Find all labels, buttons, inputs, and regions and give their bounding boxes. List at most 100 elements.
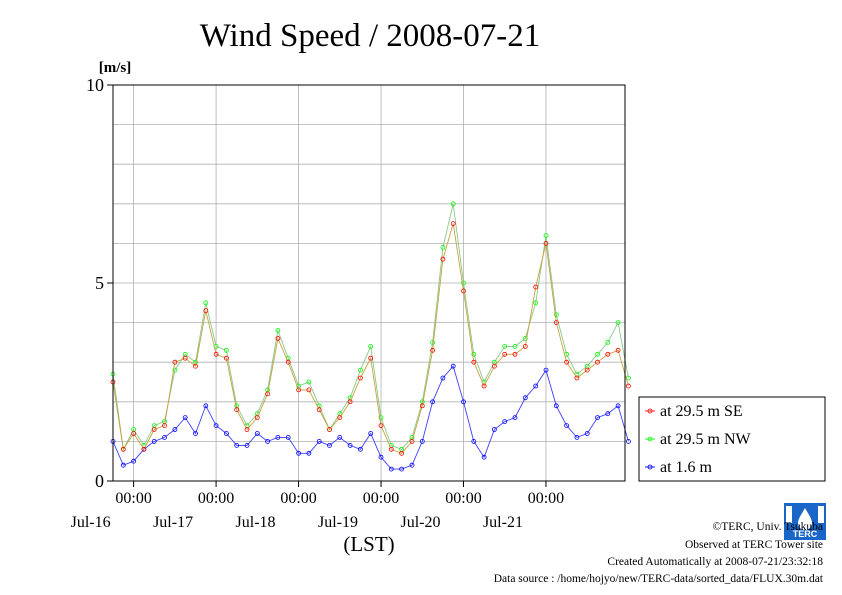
series-point <box>357 375 363 381</box>
y-axis-unit-label: [m/s] <box>99 60 132 76</box>
series-layer <box>110 201 631 472</box>
series-point <box>471 351 477 357</box>
series-point <box>522 395 528 401</box>
series-point <box>275 434 281 440</box>
series-point <box>151 427 157 432</box>
series-point <box>378 454 384 460</box>
series-point <box>533 300 539 306</box>
series-point <box>254 415 260 421</box>
series-point <box>615 320 621 326</box>
series-point <box>337 434 343 440</box>
series-point <box>347 399 353 405</box>
series-point <box>120 462 126 468</box>
series-point <box>203 300 209 306</box>
series-point <box>595 359 600 365</box>
series-point <box>450 363 456 369</box>
series-point <box>605 351 611 357</box>
series-point <box>481 383 487 389</box>
series-point <box>512 351 518 357</box>
series-point <box>553 320 559 326</box>
series-point <box>337 415 343 421</box>
series-point <box>327 442 332 448</box>
series-point <box>522 343 528 349</box>
legend-box <box>638 396 826 482</box>
series-point <box>553 312 559 318</box>
x-axis-ticks: 00:00Jul-1600:00Jul-1700:00Jul-1800:00Ju… <box>71 481 564 531</box>
series-point <box>368 431 374 436</box>
series-point <box>626 438 631 444</box>
y-axis-ticks: 0 5 10 <box>86 75 113 491</box>
series-point <box>234 407 240 413</box>
series-point <box>244 442 250 448</box>
series-point <box>553 403 559 409</box>
series-point <box>533 284 539 290</box>
series-point <box>378 415 384 421</box>
series-point <box>543 367 549 373</box>
series-point <box>296 450 302 456</box>
series-point <box>399 450 405 456</box>
series-point <box>502 351 508 357</box>
series-point <box>296 387 302 393</box>
series-point <box>430 339 436 345</box>
series-point <box>502 343 508 349</box>
series-point <box>564 359 569 365</box>
legend-label: at 29.5 m SE <box>660 403 743 420</box>
terc-logo: TERC <box>784 503 826 540</box>
x-tick-time-label: 00:00 <box>280 490 316 507</box>
series-point <box>543 233 549 238</box>
x-tick-time-label: 00:00 <box>528 490 564 507</box>
series-point <box>419 438 425 444</box>
series-point <box>388 446 394 452</box>
series-point <box>172 359 178 365</box>
footer-created: Created Automatically at 2008-07-21/23:3… <box>607 556 823 568</box>
series-point <box>285 359 291 365</box>
y-tick-label: 10 <box>86 75 104 95</box>
series-point <box>533 383 539 389</box>
x-tick-time-label: 00:00 <box>198 490 234 507</box>
series-point <box>162 423 167 429</box>
series-point <box>461 399 466 405</box>
series-point <box>316 438 322 444</box>
series-point <box>440 256 446 262</box>
series-point <box>388 466 394 472</box>
x-tick-date-label: Jul-18 <box>236 514 276 531</box>
series-point <box>471 438 477 444</box>
series-point <box>399 466 405 472</box>
series-point <box>306 387 312 393</box>
series-point <box>440 375 446 381</box>
legend-label: at 29.5 m NW <box>660 431 752 448</box>
x-tick-time-label: 00:00 <box>445 490 481 507</box>
series-point <box>193 363 198 369</box>
series-point <box>193 431 198 436</box>
series-point <box>203 308 209 314</box>
series-point <box>254 431 260 436</box>
series-point <box>502 419 508 425</box>
series-line <box>112 365 629 470</box>
logo-drop-icon <box>798 508 812 530</box>
series-point <box>265 438 271 444</box>
series-point <box>378 423 384 429</box>
series-point <box>564 423 569 429</box>
series-point <box>244 427 250 432</box>
legend-swatch-marker <box>647 464 653 470</box>
series-point <box>450 221 456 227</box>
series-point <box>182 355 188 361</box>
series-point <box>223 431 229 436</box>
series-point <box>223 355 229 361</box>
series-point <box>461 280 466 286</box>
x-axis-label: (LST) <box>343 532 394 556</box>
series-point <box>584 431 590 436</box>
series-point <box>275 328 281 333</box>
series-line <box>112 203 629 451</box>
chart-title: Wind Speed / 2008-07-21 <box>200 18 541 54</box>
series-point <box>306 450 312 456</box>
series-point <box>316 407 322 413</box>
series-point <box>368 355 374 361</box>
series-point <box>471 359 477 365</box>
y-tick-label: 0 <box>95 471 104 491</box>
series-point <box>162 434 167 440</box>
logo-tower-right <box>818 506 824 523</box>
footer-observed: Observed at TERC Tower site <box>684 539 823 551</box>
footer-copyright: ©TERC, Univ. Tsukuba <box>712 521 823 533</box>
